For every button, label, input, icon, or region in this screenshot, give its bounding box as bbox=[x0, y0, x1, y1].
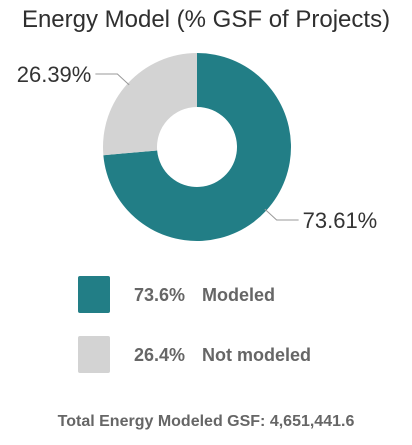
legend-label-modeled: Modeled bbox=[202, 285, 276, 305]
total-gsf-footer: Total Energy Modeled GSF: 4,651,441.6 bbox=[57, 413, 355, 430]
legend-swatch-modeled bbox=[78, 276, 110, 313]
slice-modeled[interactable] bbox=[103, 53, 292, 241]
leader-line bbox=[264, 208, 299, 221]
legend-swatch-not-modeled bbox=[78, 336, 110, 373]
legend-percent-not-modeled: 26.4% bbox=[134, 345, 186, 365]
slice-label-modeled: 73.61% bbox=[303, 208, 378, 233]
leader-lines bbox=[95, 73, 299, 221]
legend-label-not-modeled: Not modeled bbox=[202, 345, 312, 365]
slice-not-modeled[interactable] bbox=[102, 53, 197, 156]
chart-title: Energy Model (% GSF of Projects) bbox=[21, 6, 391, 33]
legend-percent-modeled: 73.6% bbox=[134, 285, 186, 305]
leader-line bbox=[95, 73, 130, 86]
donut-slices bbox=[102, 53, 292, 241]
donut-chart: 73.61% 26.39% bbox=[17, 53, 378, 241]
slice-label-not-modeled: 26.39% bbox=[17, 62, 92, 87]
